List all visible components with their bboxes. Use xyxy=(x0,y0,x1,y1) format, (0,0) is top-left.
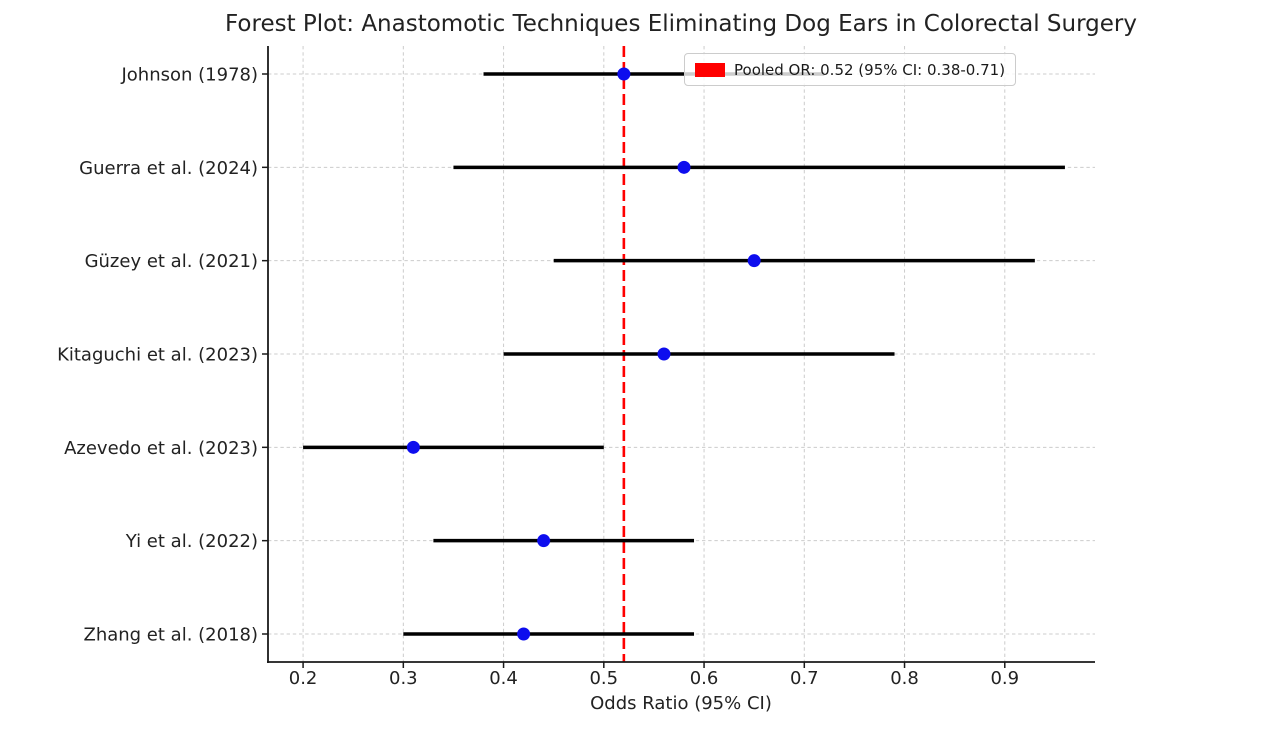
x-axis-label: Odds Ratio (95% CI) xyxy=(590,693,772,714)
or-point xyxy=(657,347,671,361)
study-label: Guerra et al. (2024) xyxy=(79,158,258,179)
x-tick-label: 0.5 xyxy=(589,668,618,689)
x-tick-label: 0.8 xyxy=(890,668,919,689)
study-label: Kitaguchi et al. (2023) xyxy=(57,345,258,366)
legend-pooled-label: Pooled OR: 0.52 (95% CI: 0.38-0.71) xyxy=(734,60,1006,79)
x-tick-label: 0.4 xyxy=(489,668,518,689)
or-point xyxy=(517,627,531,641)
or-point xyxy=(537,534,551,548)
study-label: Güzey et al. (2021) xyxy=(85,251,258,272)
study-label: Azevedo et al. (2023) xyxy=(64,438,258,459)
or-point xyxy=(747,254,761,268)
x-tick-label: 0.7 xyxy=(790,668,819,689)
x-tick-label: 0.9 xyxy=(990,668,1019,689)
chart-title: Forest Plot: Anastomotic Techniques Elim… xyxy=(225,11,1137,37)
study-label: Zhang et al. (2018) xyxy=(83,625,258,646)
x-tick-label: 0.6 xyxy=(690,668,719,689)
legend: Pooled OR: 0.52 (95% CI: 0.38-0.71) xyxy=(684,53,1017,86)
or-point xyxy=(617,67,631,81)
or-point xyxy=(677,160,691,174)
study-label: Yi et al. (2022) xyxy=(125,531,258,552)
or-point xyxy=(406,440,420,454)
x-tick-label: 0.3 xyxy=(389,668,418,689)
study-label: Johnson (1978) xyxy=(120,65,258,86)
legend-pooled-patch-icon xyxy=(695,62,725,77)
x-tick-label: 0.2 xyxy=(289,668,318,689)
